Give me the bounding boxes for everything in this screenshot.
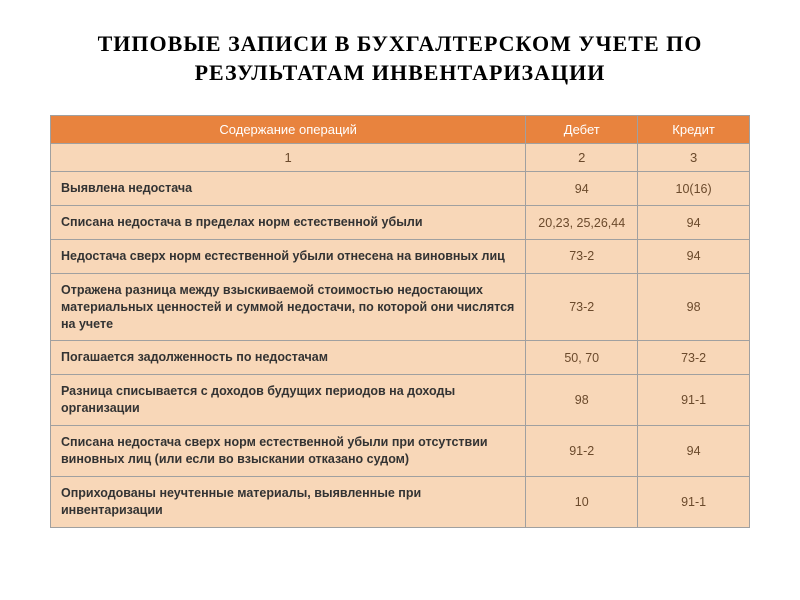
table-header-row: Содержание операций Дебет Кредит [51, 116, 750, 144]
cell-desc: Списана недостача в пределах норм естест… [51, 206, 526, 240]
cell-debit: 50, 70 [526, 341, 638, 375]
cell-credit: 91-1 [638, 476, 750, 527]
cell-debit: 20,23, 25,26,44 [526, 206, 638, 240]
cell-credit: 94 [638, 239, 750, 273]
cell-debit: 94 [526, 172, 638, 206]
col-header-credit: Кредит [638, 116, 750, 144]
col-num-3: 3 [638, 144, 750, 172]
cell-credit: 73-2 [638, 341, 750, 375]
cell-credit: 10(16) [638, 172, 750, 206]
table-row: Выявлена недостача 94 10(16) [51, 172, 750, 206]
cell-debit: 10 [526, 476, 638, 527]
table-row: Оприходованы неучтенные материалы, выявл… [51, 476, 750, 527]
col-header-operation: Содержание операций [51, 116, 526, 144]
cell-desc: Разница списывается с доходов будущих пе… [51, 375, 526, 426]
cell-debit: 98 [526, 375, 638, 426]
cell-credit: 91-1 [638, 375, 750, 426]
table-row: Отражена разница между взыскиваемой стои… [51, 273, 750, 341]
table-row: Разница списывается с доходов будущих пе… [51, 375, 750, 426]
accounting-table: Содержание операций Дебет Кредит 1 2 3 В… [50, 115, 750, 527]
cell-credit: 98 [638, 273, 750, 341]
col-header-debit: Дебет [526, 116, 638, 144]
cell-debit: 73-2 [526, 239, 638, 273]
cell-desc: Оприходованы неучтенные материалы, выявл… [51, 476, 526, 527]
cell-desc: Выявлена недостача [51, 172, 526, 206]
table-row: Списана недостача в пределах норм естест… [51, 206, 750, 240]
col-num-2: 2 [526, 144, 638, 172]
table-number-row: 1 2 3 [51, 144, 750, 172]
table-row: Списана недостача сверх норм естественно… [51, 426, 750, 477]
table-row: Недостача сверх норм естественной убыли … [51, 239, 750, 273]
cell-credit: 94 [638, 426, 750, 477]
table-row: Погашается задолженность по недостачам 5… [51, 341, 750, 375]
cell-debit: 91-2 [526, 426, 638, 477]
cell-desc: Отражена разница между взыскиваемой стои… [51, 273, 526, 341]
cell-desc: Недостача сверх норм естественной убыли … [51, 239, 526, 273]
page-title: ТИПОВЫЕ ЗАПИСИ В БУХГАЛТЕРСКОМ УЧЕТЕ ПО … [50, 30, 750, 87]
cell-desc: Погашается задолженность по недостачам [51, 341, 526, 375]
cell-debit: 73-2 [526, 273, 638, 341]
cell-desc: Списана недостача сверх норм естественно… [51, 426, 526, 477]
cell-credit: 94 [638, 206, 750, 240]
col-num-1: 1 [51, 144, 526, 172]
